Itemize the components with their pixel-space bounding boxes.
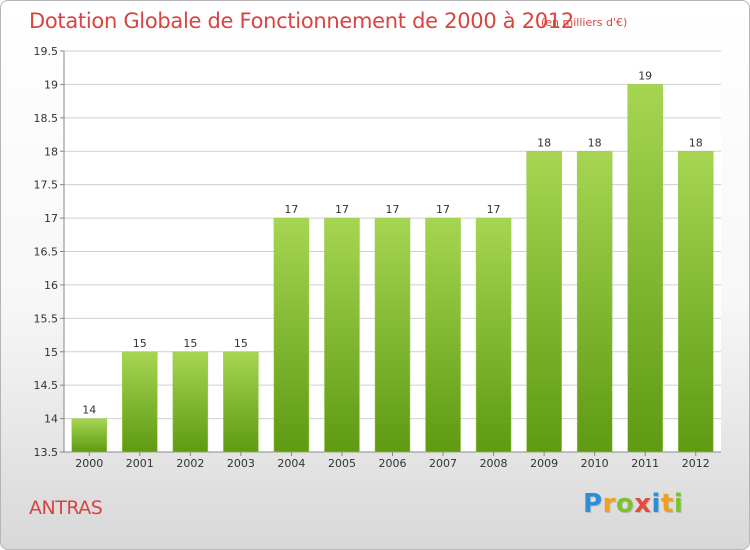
x-tick-label: 2005	[328, 457, 356, 470]
x-tick-label: 2012	[682, 457, 710, 470]
x-tick-label: 2002	[176, 457, 204, 470]
bar-value-label: 17	[386, 203, 400, 216]
y-tick-label: 13.5	[34, 446, 59, 459]
chart-title: Dotation Globale de Fonctionnement de 20…	[29, 9, 574, 33]
bar	[273, 217, 310, 453]
x-tick-label: 2009	[530, 457, 558, 470]
y-tick-label: 14.5	[34, 379, 59, 392]
logo-letter: r	[602, 489, 616, 519]
x-tick-label: 2001	[126, 457, 154, 470]
bar-value-label: 15	[234, 337, 248, 350]
bar-value-label: 14	[82, 404, 96, 417]
commune-name: ANTRAS	[29, 497, 103, 519]
y-tick-label: 18	[44, 145, 58, 158]
x-tick-label: 2003	[227, 457, 255, 470]
x-tick-label: 2011	[631, 457, 659, 470]
y-tick-label: 17	[44, 212, 58, 225]
bar	[223, 351, 259, 453]
y-tick-label: 19	[44, 78, 58, 91]
logo-letter: o	[615, 489, 635, 519]
x-tick-label: 2007	[429, 457, 457, 470]
y-tick-label: 14	[44, 413, 58, 426]
bar-value-label: 15	[183, 337, 197, 350]
bar-value-label: 18	[689, 136, 703, 149]
bar-value-label: 17	[487, 203, 501, 216]
logo-letter: i	[673, 489, 684, 519]
bar	[677, 151, 714, 453]
y-tick-label: 17.5	[34, 179, 59, 192]
y-tick-label: 19.5	[34, 45, 59, 58]
bar	[526, 151, 562, 453]
bar	[324, 217, 360, 453]
logo-letter: t	[660, 489, 674, 519]
bar-value-label: 18	[537, 136, 551, 149]
x-tick-label: 2004	[277, 457, 305, 470]
bar-value-label: 18	[588, 136, 602, 149]
y-tick-label: 18.5	[34, 112, 59, 125]
logo-letter: P	[583, 489, 603, 519]
proxiti-logo[interactable]: Proxiti	[583, 489, 683, 519]
bar-value-label: 15	[133, 337, 147, 350]
x-tick-label: 2006	[379, 457, 407, 470]
bar-value-label: 17	[284, 203, 298, 216]
bar	[172, 351, 209, 453]
x-tick-label: 2010	[581, 457, 609, 470]
y-tick-label: 16.5	[34, 246, 59, 259]
bar	[122, 351, 158, 453]
bar	[576, 151, 613, 453]
bar	[627, 84, 663, 453]
y-tick-label: 15.5	[34, 312, 59, 325]
x-tick-label: 2008	[480, 457, 508, 470]
y-tick-label: 15	[44, 346, 58, 359]
bar-value-label: 19	[638, 69, 652, 82]
logo-letter: x	[634, 489, 652, 519]
bar-value-label: 17	[436, 203, 450, 216]
x-tick-label: 2000	[75, 457, 103, 470]
bar	[374, 217, 411, 453]
bar-value-label: 17	[335, 203, 349, 216]
bar	[425, 217, 461, 453]
chart-unit: (en milliers d'€)	[541, 16, 628, 29]
bar	[475, 217, 512, 453]
y-tick-label: 16	[44, 279, 58, 292]
logo-letter: i	[651, 489, 661, 519]
bar	[71, 418, 108, 453]
